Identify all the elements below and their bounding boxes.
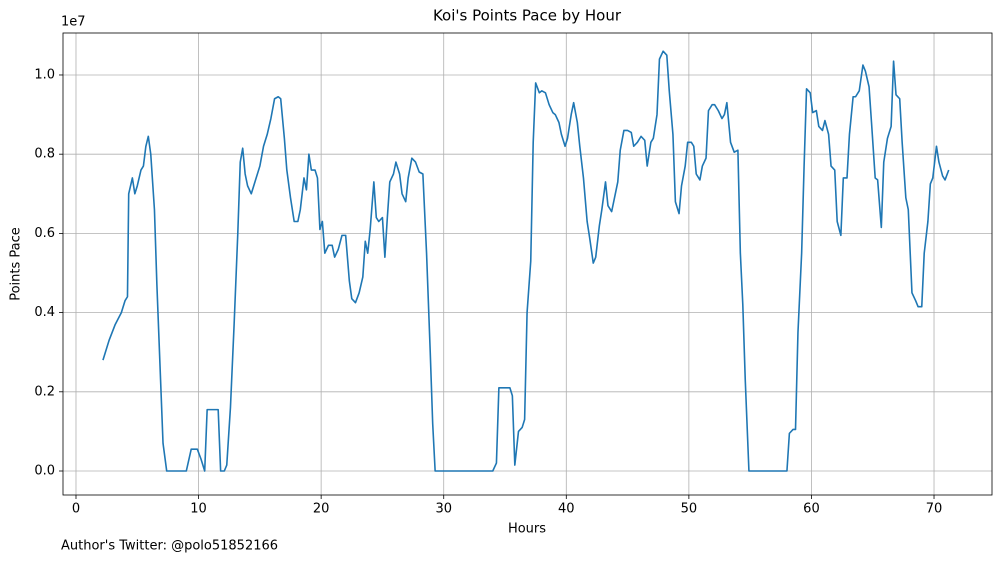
x-tick-label: 30 [435,502,452,517]
y-tick-label: 0.0 [34,464,55,479]
x-tick-label: 60 [803,502,820,517]
y-tick-label: 0.6 [34,226,55,241]
chart-title: Koi's Points Pace by Hour [433,7,622,25]
x-tick-label: 40 [558,502,575,517]
x-tick-label: 20 [313,502,330,517]
y-offset-label: 1e7 [61,15,86,30]
y-axis-label: Points Pace [9,227,24,301]
x-tick-label: 70 [926,502,943,517]
y-tick-label: 1.0 [34,67,55,82]
line [102,50,950,472]
x-tick-label: 50 [681,502,698,517]
x-tick-label: 0 [72,502,80,517]
plot-frame [62,32,993,496]
y-tick-label: 0.4 [34,305,55,320]
y-tick-label: 0.2 [34,384,55,399]
footnote: Author's Twitter: @polo51852166 [61,539,278,554]
y-tick-label: 0.8 [34,147,55,162]
x-tick-label: 10 [190,502,207,517]
x-axis-label: Hours [508,522,546,537]
